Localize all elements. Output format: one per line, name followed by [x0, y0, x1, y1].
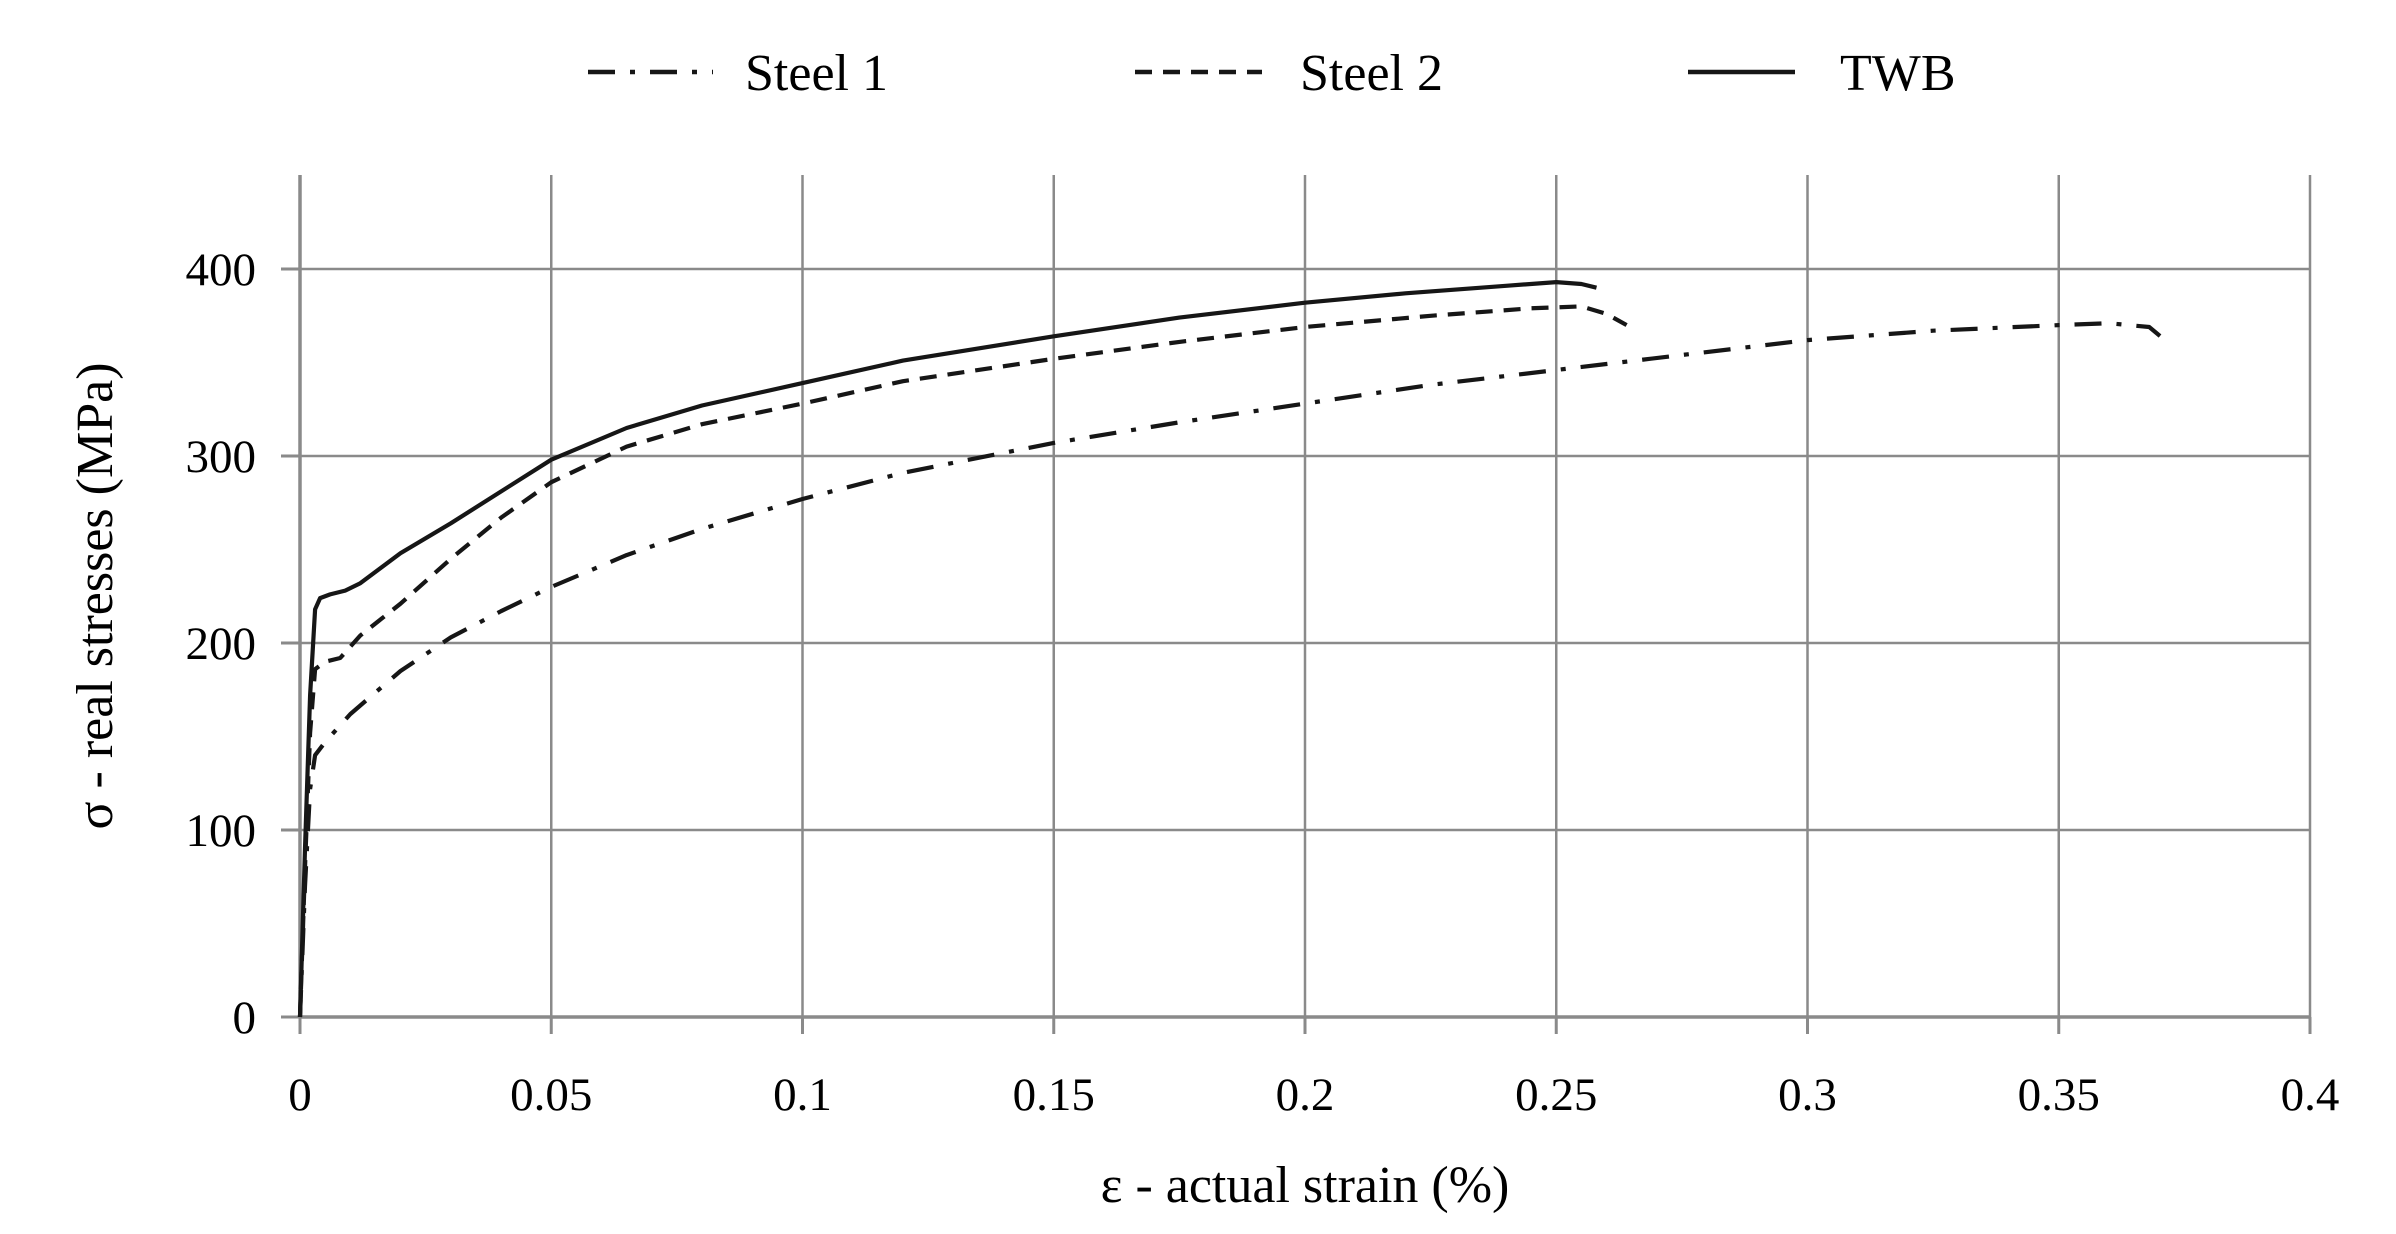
legend-item-steel-2: Steel 2 [1135, 45, 1443, 102]
x-tick-label: 0.25 [1515, 1069, 1597, 1121]
x-tick-label: 0.2 [1276, 1069, 1335, 1121]
curve-steel-2 [297, 304, 1628, 1018]
legend-label-steel-1: Steel 1 [745, 45, 888, 102]
y-tick-label: 300 [186, 431, 257, 483]
curve-steel-1 [297, 321, 2171, 1018]
x-tick-label: 0.3 [1778, 1069, 1837, 1121]
legend-label-twb: TWB [1840, 45, 1956, 102]
tick-labels: 0 0.05 0.1 0.15 0.2 0.25 0.3 0.35 0.4 0 100 200 300 4… [186, 244, 2340, 1121]
y-tick-label: 100 [186, 805, 257, 857]
x-tick-label: 0.4 [2281, 1069, 2340, 1121]
legend-item-twb: TWB [1688, 45, 1956, 102]
tick-marks [281, 267, 2312, 1034]
y-tick-label: 200 [186, 618, 257, 670]
legend: Steel 1 Steel 2 TWB [588, 45, 1956, 102]
y-tick-label: 0 [233, 992, 257, 1044]
x-axis-title: ε - actual strain (%) [1101, 1157, 1510, 1214]
x-tick-label: 0.1 [773, 1069, 832, 1121]
y-axis-title: σ - real stresses (MPa) [67, 362, 124, 829]
gridlines [298, 175, 2312, 1019]
x-tick-label: 0.05 [510, 1069, 592, 1121]
x-tick-label: 0 [288, 1069, 312, 1121]
x-tick-label: 0.35 [2018, 1069, 2100, 1121]
legend-item-steel-1: Steel 1 [588, 45, 888, 102]
x-tick-label: 0.15 [1013, 1069, 1095, 1121]
curve-twb [297, 280, 1597, 1018]
legend-label-steel-2: Steel 2 [1300, 45, 1443, 102]
y-tick-label: 400 [186, 244, 257, 296]
curves [297, 280, 2171, 1018]
